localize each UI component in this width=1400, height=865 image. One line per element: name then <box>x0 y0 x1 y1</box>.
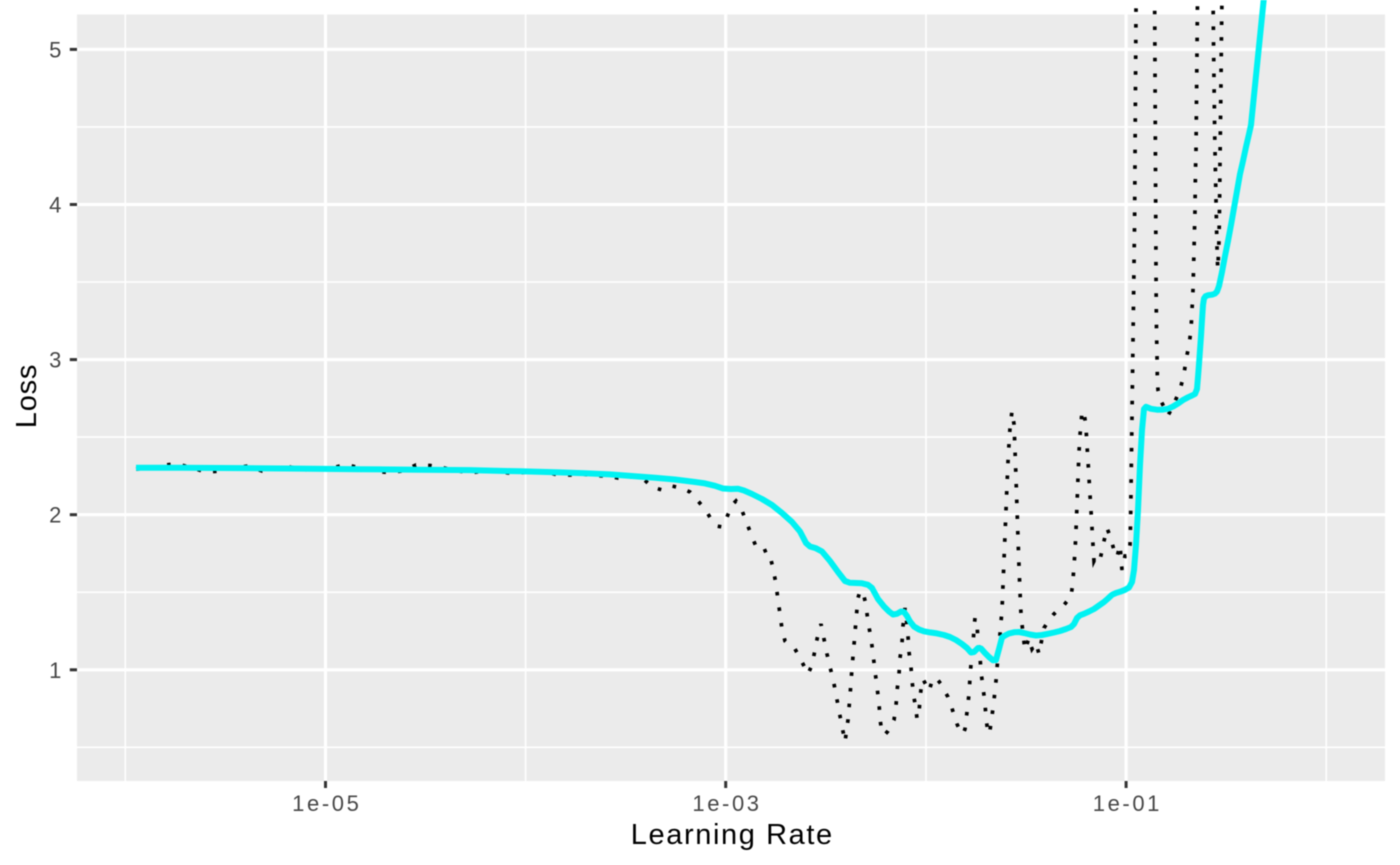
svg-text:Loss: Loss <box>11 364 43 428</box>
svg-text:1e-05: 1e-05 <box>292 791 361 816</box>
svg-text:1e-01: 1e-01 <box>1093 791 1162 816</box>
svg-text:4: 4 <box>49 193 64 218</box>
svg-text:1: 1 <box>49 658 64 683</box>
svg-text:1e-03: 1e-03 <box>692 791 761 816</box>
svg-text:2: 2 <box>49 503 64 528</box>
svg-text:Learning Rate: Learning Rate <box>631 819 834 851</box>
svg-text:3: 3 <box>49 348 64 373</box>
svg-text:5: 5 <box>49 37 64 62</box>
